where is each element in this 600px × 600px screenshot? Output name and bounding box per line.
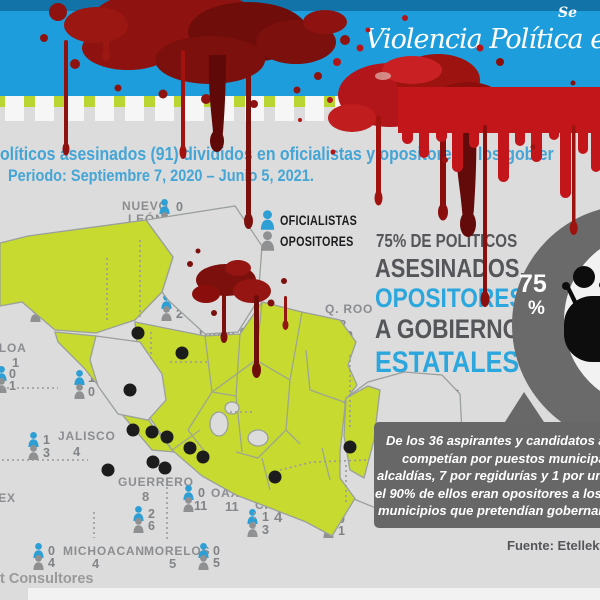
top-strip: [0, 0, 600, 11]
opositores-legend-icon: [259, 231, 276, 251]
chart-legend-opositores: Opositores: [396, 385, 460, 399]
opositores-icon: [160, 306, 173, 321]
opositores-icon: [322, 523, 335, 538]
donut-percent-sign: %: [528, 298, 545, 319]
opositores-icon: [148, 251, 161, 266]
infobox-line: el 90% de ellos eran opositores a los d: [375, 485, 600, 501]
opositores-icon: [264, 363, 277, 378]
stat-heading-line4: A GOBIERNOS: [375, 314, 536, 344]
stat-heading-line3: OPOSITORES: [375, 283, 525, 313]
stat-heading-line1: 75% DE POLÍTICOS: [376, 231, 518, 251]
opositores-icon: [246, 522, 259, 537]
oficialistas-icon: [73, 370, 86, 385]
infobox-line: alcaldías, 7 por regidurías y 1 por una: [377, 468, 600, 483]
oficialistas-swatch: [379, 402, 390, 413]
oficialistas-icon: [97, 229, 110, 244]
infobox-line: competían por puestos municipal: [402, 450, 600, 466]
opositores-icon: [158, 212, 171, 227]
intro-line-1: olíticos asesinados (91) divididos en of…: [0, 144, 554, 164]
opositores-icon: [0, 378, 8, 393]
filmstrip-tabs: [5, 96, 417, 121]
map-legend-oficialistas: OFICIALISTAS: [280, 213, 358, 228]
opositores-icon: [73, 384, 86, 399]
footer-credit: t Consultores: [0, 571, 94, 587]
page-title: Violencia Política e: [365, 24, 600, 55]
chart-legend-oficialistas: Oficialistas: [396, 401, 461, 415]
intro-line-2: Periodo: Septiembre 7, 2020 – Junio 5, 2…: [8, 167, 314, 185]
oficialistas-legend-icon: [259, 210, 276, 230]
source-text: Fuente: Etellekt: [507, 538, 600, 553]
infobox-pointer: [503, 392, 546, 425]
opositores-icon: [97, 244, 110, 259]
opositores-icon: [132, 518, 145, 533]
map-legend-opositores: OPOSITORES: [280, 234, 354, 249]
bottom-strip: [28, 588, 600, 600]
speaker-icon: [562, 266, 600, 362]
stat-heading-line5: ESTATALES: [375, 346, 520, 379]
opositores-icon: [266, 441, 279, 456]
header-corner-text: Se: [558, 5, 578, 21]
opositores-swatch: [379, 386, 390, 397]
opositores-icon: [331, 340, 344, 355]
oficialistas-icon: [146, 237, 159, 252]
opositores-icon: [32, 555, 45, 570]
stat-heading-line2: ASESINADOS,: [375, 253, 526, 283]
donut-value: 75: [519, 270, 547, 298]
infobox-line: De los 36 aspirantes y candidatos as: [386, 433, 600, 448]
opositores-icon: [213, 363, 226, 378]
infobox-line: municipios que pretendían gobernar: [378, 503, 600, 518]
infobox: De los 36 aspirantes y candidatos as com…: [374, 422, 600, 528]
opositores-icon: [197, 555, 210, 570]
opositores-icon: [27, 445, 40, 460]
opositores-icon: [29, 307, 42, 322]
